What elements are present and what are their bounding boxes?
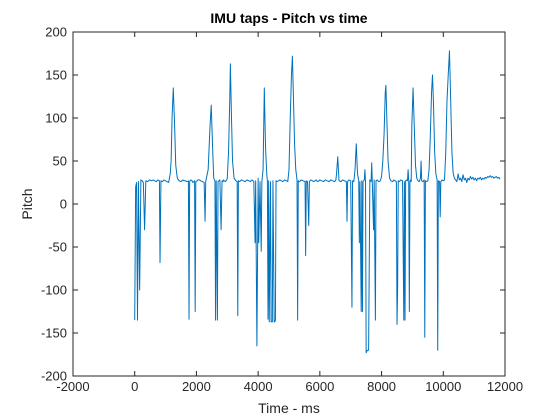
chart-title: IMU taps - Pitch vs time [210, 10, 367, 26]
x-axis-label: Time - ms [258, 400, 320, 416]
y-axis-label: Pitch [19, 188, 35, 219]
y-tick-label: 0 [60, 197, 67, 212]
x-tick-label: 4000 [244, 379, 273, 394]
y-tick-label: 50 [53, 154, 67, 169]
series-line [134, 50, 501, 354]
y-tick-label: -200 [41, 369, 67, 384]
x-axis: -2000 0 2000 4000 6000 8000 10000 12000 [56, 32, 523, 394]
x-tick-label: 2000 [182, 379, 211, 394]
x-tick-label: -2000 [56, 379, 89, 394]
x-tick-label: 10000 [425, 379, 461, 394]
x-tick-label: 12000 [487, 379, 523, 394]
y-tick-label: -100 [41, 283, 67, 298]
x-tick-label: 6000 [305, 379, 334, 394]
x-tick-label: 0 [131, 379, 138, 394]
y-tick-label: -150 [41, 326, 67, 341]
y-tick-label: 200 [45, 25, 67, 40]
series-layer [134, 50, 501, 354]
y-axis: 200 150 100 50 0 -50 -100 -150 -200 [41, 25, 505, 384]
y-tick-label: 100 [45, 111, 67, 126]
x-tick-label: 8000 [367, 379, 396, 394]
y-tick-label: 150 [45, 68, 67, 83]
y-tick-label: -50 [48, 240, 67, 255]
